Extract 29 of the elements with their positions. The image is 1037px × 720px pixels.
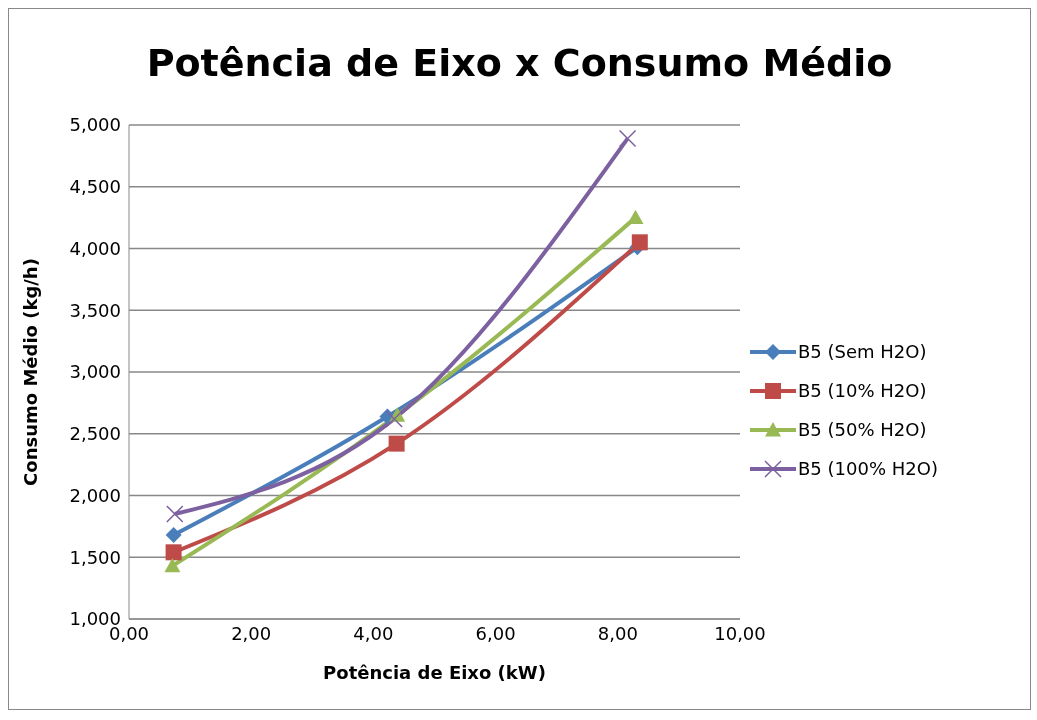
point bbox=[166, 505, 184, 523]
x-tick-label: 8,00 bbox=[597, 622, 638, 644]
x-tick-label: 10,00 bbox=[714, 622, 766, 644]
point bbox=[164, 557, 181, 573]
y-tick-label: 3,500 bbox=[69, 299, 121, 321]
x-axis-title: Potência de Eixo (kW) bbox=[323, 662, 546, 683]
y-tick-label: 2,000 bbox=[69, 484, 121, 506]
legend-label: B5 (Sem H2O) bbox=[798, 341, 927, 362]
point bbox=[165, 527, 182, 544]
y-tick-label: 2,500 bbox=[69, 423, 121, 445]
point bbox=[388, 435, 405, 452]
y-tick-label: 1,500 bbox=[69, 546, 121, 568]
point bbox=[618, 129, 637, 148]
x-tick-label: 2,00 bbox=[231, 622, 272, 644]
y-tick-label: 4,000 bbox=[69, 237, 121, 259]
point bbox=[627, 209, 644, 225]
y-tick-label: 3,000 bbox=[69, 361, 121, 383]
x-tick-label: 6,00 bbox=[475, 622, 516, 644]
y-tick-label: 5,000 bbox=[69, 114, 121, 136]
y-tick-label: 4,500 bbox=[69, 176, 121, 198]
x-tick-label: 4,00 bbox=[353, 622, 394, 644]
legend-label: B5 (10% H2O) bbox=[798, 380, 927, 401]
point bbox=[631, 234, 648, 251]
point bbox=[165, 544, 182, 561]
legend-label: B5 (50% H2O) bbox=[798, 419, 927, 440]
y-axis-title: Consumo Médio (kg/h) bbox=[20, 258, 42, 486]
point bbox=[385, 410, 403, 428]
chart-title: Potência de Eixo x Consumo Médio bbox=[145, 40, 894, 87]
legend-label: B5 (100% H2O) bbox=[798, 458, 938, 479]
